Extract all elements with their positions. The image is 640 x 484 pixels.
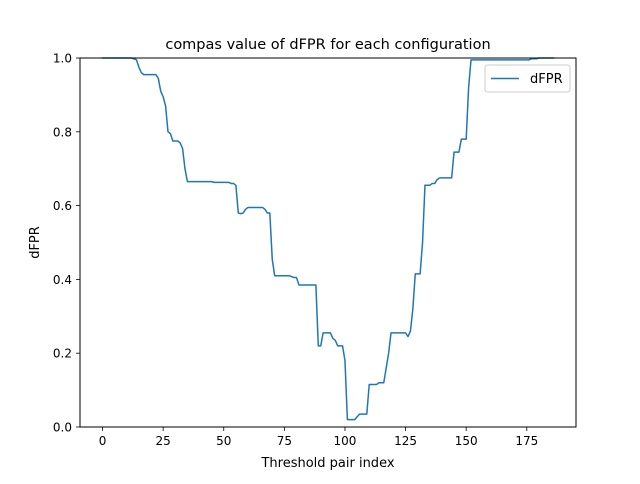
- x-tick-label: 0: [99, 434, 107, 448]
- legend-box: [484, 64, 571, 93]
- x-tick-label: 150: [455, 434, 478, 448]
- y-tick-label: 0.6: [53, 199, 72, 213]
- x-axis-label: Threshold pair index: [260, 456, 394, 471]
- x-tick-label: 50: [216, 434, 231, 448]
- y-tick-label: 0.8: [53, 125, 72, 139]
- y-tick-label: 0.2: [53, 347, 72, 361]
- x-axis: 0 25 50 75 100 125 150 175: [99, 427, 538, 448]
- chart-title: compas value of dFPR for each configurat…: [165, 37, 490, 53]
- x-tick-label: 75: [277, 434, 292, 448]
- x-tick-label: 175: [515, 434, 538, 448]
- series-layer: [101, 57, 555, 421]
- y-tick-label: 0.4: [53, 273, 72, 287]
- x-tick-label: 100: [334, 434, 357, 448]
- x-tick-label: 25: [156, 434, 171, 448]
- series-line-dfpr: [101, 57, 555, 421]
- plot-area: [79, 57, 577, 428]
- y-axis: 0.0 0.2 0.4 0.6 0.8 1.0: [53, 52, 80, 435]
- y-axis-label: dFPR: [28, 226, 43, 259]
- x-tick-label: 125: [394, 434, 417, 448]
- legend: dFPR: [484, 64, 571, 93]
- axes-frame: [79, 57, 577, 428]
- legend-label-dfpr: dFPR: [530, 72, 563, 87]
- y-tick-label: 0.0: [53, 421, 72, 435]
- y-tick-label: 1.0: [53, 52, 72, 66]
